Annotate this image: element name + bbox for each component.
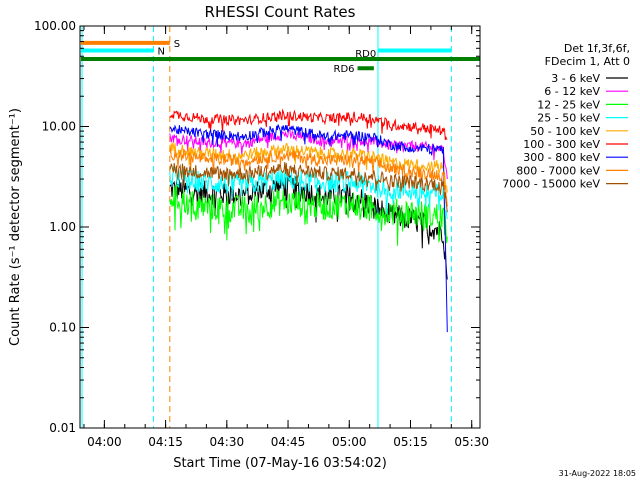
legend-header-line-2: FDecim 1, Att 0 [545,55,630,68]
x-tick-label: 04:45 [271,435,306,449]
x-tick-label: 04:15 [148,435,183,449]
legend-entry-label: 12 - 25 keV [537,98,600,111]
legend-entry-label: 25 - 50 keV [537,112,600,125]
x-tick-label: 05:30 [454,435,489,449]
y-axis: 0.01 0.10 1.00 10.00 100.00 [34,19,480,435]
legend: Det 1f,3f,6f, FDecim 1, Att 0 3 - 6 keV6… [502,42,630,191]
x-tick-label: 05:15 [393,435,428,449]
legend-entry-label: 800 - 7000 keV [516,164,600,177]
x-axis: 04:00 04:15 04:30 04:45 05:00 05:15 05:30 [83,26,489,449]
legend-entry-label: 6 - 12 keV [544,85,600,98]
chart-title: RHESSI Count Rates [205,3,356,21]
flag-bar-label: S [174,39,180,50]
legend-entry-label: 100 - 300 keV [523,138,600,151]
footer-date: 31-Aug-2022 18:05 [559,469,636,478]
y-tick-label: 0.01 [49,421,76,435]
x-axis-label: Start Time (07-May-16 03:54:02) [173,456,387,471]
legend-header-line-1: Det 1f,3f,6f, [564,42,630,55]
legend-entry-label: 3 - 6 keV [551,72,600,85]
series-group [169,108,448,333]
y-tick-label: 1.00 [49,220,76,234]
series-line [169,108,448,140]
flag-bar-label: N [157,47,164,58]
legend-entry-label: 7000 - 15000 keV [502,178,600,191]
series-line [169,148,448,207]
x-tick-label: 04:30 [210,435,245,449]
y-axis-label: Count Rate (s⁻¹ detector segment⁻¹) [8,108,23,346]
y-tick-label: 100.00 [34,19,76,33]
legend-entry-label: 300 - 800 keV [523,151,600,164]
y-tick-label: 10.00 [42,120,76,134]
flag-bar-label: RD6 [334,64,355,75]
flag-bar-label: RD0 [355,49,376,60]
y-tick-label: 0.10 [49,321,76,335]
series-line [169,183,448,246]
x-tick-label: 04:00 [87,435,122,449]
x-tick-label: 05:00 [332,435,367,449]
series-line [169,124,448,333]
series-line [169,162,448,213]
legend-entry-label: 50 - 100 keV [530,125,600,138]
